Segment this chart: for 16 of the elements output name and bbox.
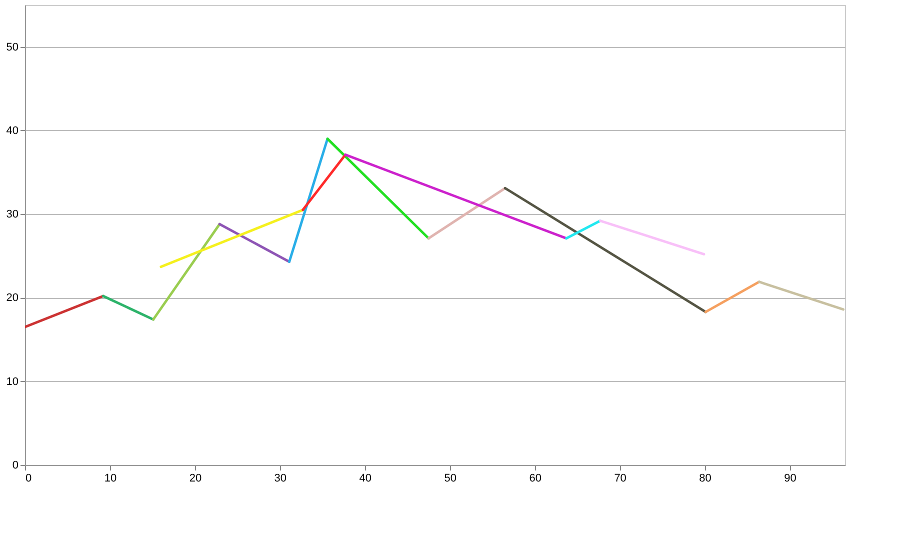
x-tick-label: 50	[444, 472, 456, 484]
x-tick-label: 70	[614, 472, 626, 484]
x-tick-label: 60	[529, 472, 542, 484]
x-tick-label: 0	[26, 472, 32, 484]
y-tick-label: 20	[6, 292, 18, 304]
x-tick-label: 80	[699, 472, 712, 484]
y-tick-label: 10	[6, 376, 18, 388]
y-tick-label: 40	[6, 124, 18, 137]
y-tick-label: 0	[12, 460, 18, 472]
x-tick-label: 30	[274, 472, 287, 484]
x-tick-label: 90	[784, 472, 796, 484]
y-tick-label: 50	[6, 41, 18, 54]
x-tick-label: 10	[104, 472, 117, 484]
x-tick-label: 20	[189, 472, 202, 484]
x-tick-label: 40	[359, 472, 372, 484]
y-tick-label: 30	[6, 208, 18, 221]
